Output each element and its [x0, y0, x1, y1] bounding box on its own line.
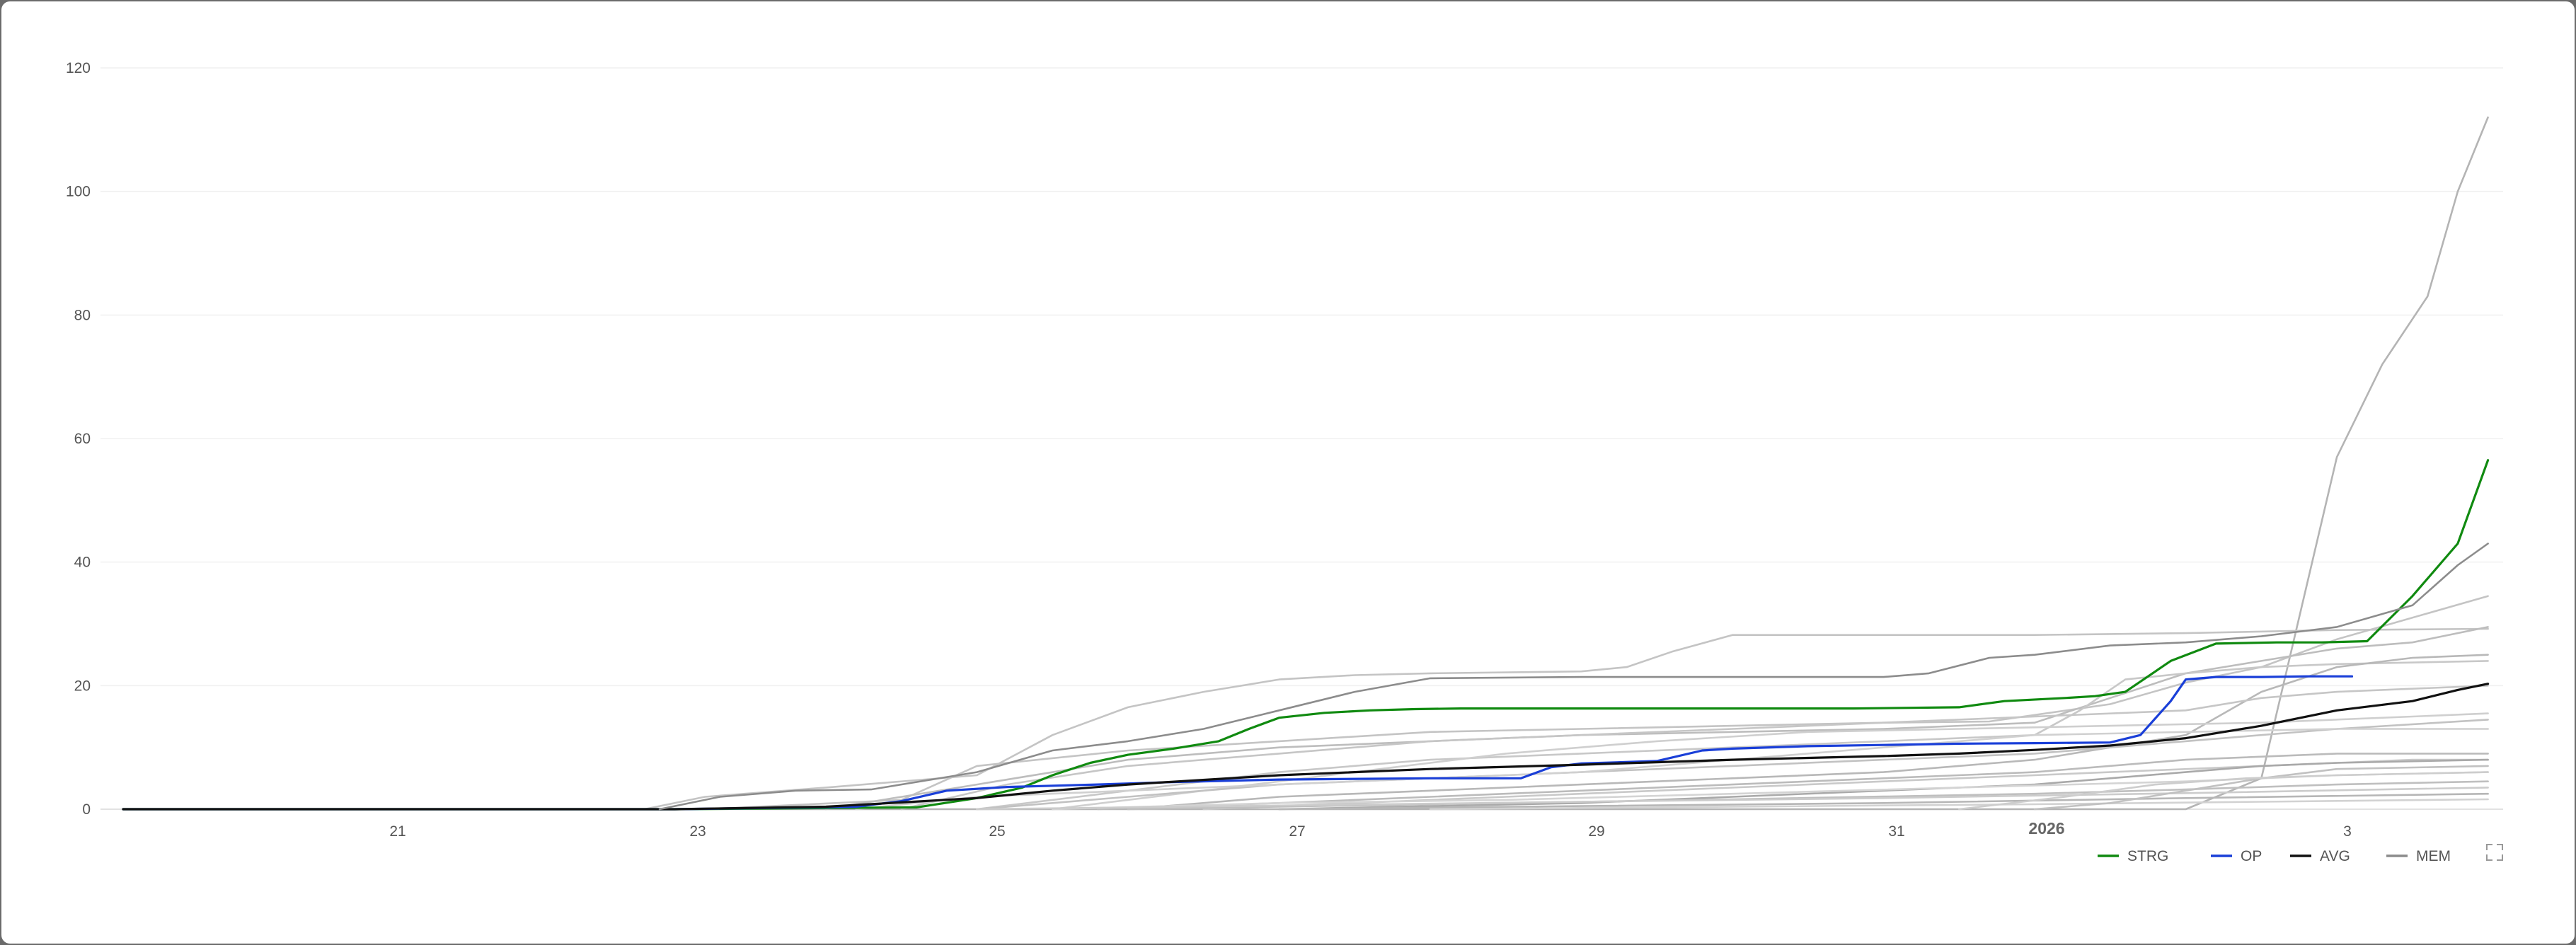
series-line-member — [1278, 758, 2489, 811]
x-tick-label: 23 — [689, 823, 706, 840]
fullscreen-button[interactable] — [2486, 844, 2503, 861]
legend-label: AVG — [2320, 848, 2350, 864]
y-tick-label: 80 — [74, 307, 91, 323]
series-line-member — [122, 116, 2489, 811]
legend-item-avg[interactable]: AVG — [2290, 848, 2350, 864]
series-line-member — [1429, 798, 2489, 811]
series-line-member — [824, 626, 2489, 811]
legend[interactable]: STRG OP AVG MEM — [2098, 848, 2451, 864]
y-tick-label: 100 — [66, 184, 91, 200]
x-tick-label: 31 — [1888, 823, 1904, 840]
series-line-mem — [658, 543, 2489, 811]
legend-item-strg[interactable]: STRG — [2098, 848, 2168, 864]
series-line-avg — [122, 683, 2490, 811]
legend-item-op[interactable]: OP — [2211, 848, 2262, 864]
y-tick-label: 20 — [74, 678, 91, 694]
series-line-member — [855, 728, 2489, 811]
y-tick-label: 120 — [66, 60, 91, 76]
series-line-member — [900, 685, 2489, 811]
series-line-member — [976, 719, 2489, 811]
series-line-member — [1278, 792, 2489, 811]
gridlines — [100, 67, 2503, 810]
y-axis-ticks: 0 20 40 60 80 100 120 — [66, 60, 91, 818]
series-line-member — [1127, 654, 2489, 811]
series-line-op — [122, 675, 2354, 811]
series-line-member — [1096, 753, 2489, 811]
x-tick-label: 3 — [2343, 823, 2352, 840]
series-line-member — [643, 627, 2489, 811]
x-axis-ticks: 21 23 25 27 29 31 2026 3 — [389, 819, 2352, 840]
x-tick-label: 21 — [389, 823, 406, 840]
x-tick-label: 27 — [1289, 823, 1305, 840]
x-tick-label: 25 — [989, 823, 1005, 840]
series-line-strg — [122, 459, 2490, 811]
y-tick-label: 40 — [74, 555, 91, 571]
legend-label: MEM — [2416, 848, 2451, 864]
series-line-member — [976, 660, 2489, 811]
y-tick-label: 60 — [74, 431, 91, 447]
series-line-member — [2033, 765, 2489, 811]
series-line-member — [703, 595, 2489, 811]
series-line-member — [976, 787, 2489, 811]
x-tick-label: 29 — [1588, 823, 1604, 840]
series-lines — [122, 116, 2490, 811]
y-tick-label: 0 — [82, 801, 91, 818]
legend-label: OP — [2241, 848, 2262, 864]
x-tick-label-year: 2026 — [2028, 819, 2064, 837]
series-line-member — [1958, 771, 2489, 811]
legend-item-mem[interactable]: MEM — [2386, 848, 2451, 864]
legend-label: STRG — [2127, 848, 2168, 864]
fullscreen-icon[interactable] — [2486, 844, 2503, 861]
